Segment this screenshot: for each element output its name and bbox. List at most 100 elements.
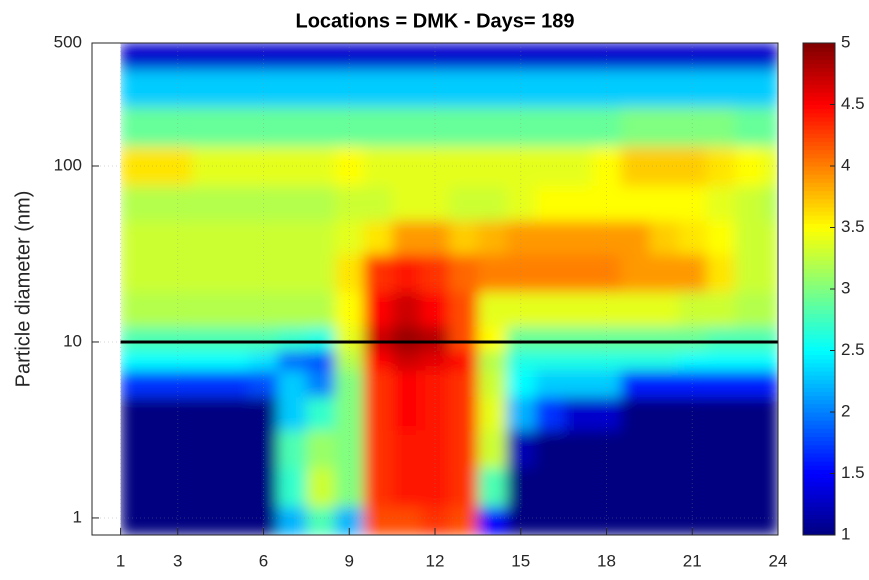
heatmap-cell xyxy=(134,69,165,107)
heatmap-cell xyxy=(306,69,336,107)
heatmap-cell xyxy=(163,467,193,508)
heatmap-cell xyxy=(306,43,336,70)
heatmap-cell xyxy=(363,253,393,293)
heatmap-cell xyxy=(620,396,650,431)
heatmap-cell xyxy=(306,145,336,187)
heatmap-cell xyxy=(192,185,222,222)
heatmap-cell xyxy=(763,185,779,222)
heatmap-cell xyxy=(134,429,165,469)
heatmap-cell xyxy=(163,145,193,187)
heatmap-cell xyxy=(535,43,565,70)
heatmap-cell xyxy=(449,429,479,469)
heatmap-cell xyxy=(506,69,536,107)
heatmap-cell xyxy=(192,429,222,469)
colorbar-segment xyxy=(803,75,835,81)
heatmap-cell xyxy=(249,106,279,147)
heatmap-cell xyxy=(535,185,565,222)
heatmap-cell xyxy=(449,69,479,107)
heatmap-cell xyxy=(592,350,622,371)
colorbar-segment xyxy=(803,473,835,479)
heatmap-cell xyxy=(477,145,508,187)
heatmap-cell xyxy=(134,145,165,187)
colorbar-segment xyxy=(803,125,835,130)
colorbar-segment xyxy=(803,448,835,454)
heatmap-cell xyxy=(677,43,708,70)
colorbar-segment xyxy=(803,149,835,155)
heatmap-cell xyxy=(506,220,536,255)
heatmap-cell xyxy=(535,220,565,255)
heatmap-cell xyxy=(363,506,393,535)
heatmap-cell xyxy=(677,69,708,107)
heatmap-cell xyxy=(306,350,336,371)
heatmap-cell xyxy=(249,326,279,352)
heatmap-cell xyxy=(420,396,450,431)
heatmap-cell xyxy=(649,145,679,187)
colorbar-segment xyxy=(803,428,835,433)
heatmap-cell xyxy=(220,69,250,107)
heatmap-cell xyxy=(220,467,250,508)
colorbar-segment xyxy=(803,440,835,446)
heatmap-cell xyxy=(535,106,565,147)
heatmap-cell xyxy=(334,291,365,328)
heatmap-cell xyxy=(306,326,336,352)
heatmap-cell xyxy=(563,429,593,469)
heatmap-cell xyxy=(220,106,250,147)
heatmap-cell xyxy=(120,429,136,469)
heatmap-cell xyxy=(249,396,279,431)
colorbar-tick-label: 2 xyxy=(841,401,850,420)
heatmap-cell xyxy=(220,253,250,293)
heatmap-cell xyxy=(620,506,650,535)
colorbar-segment xyxy=(803,84,835,89)
heatmap-cell xyxy=(306,396,336,431)
heatmap-cell xyxy=(706,69,736,107)
colorbar-segment xyxy=(803,227,835,233)
colorbar-segment xyxy=(803,256,835,261)
heatmap-cell xyxy=(363,220,393,255)
heatmap-cell xyxy=(363,350,393,371)
colorbar-segment xyxy=(803,207,835,212)
heatmap-cell xyxy=(392,326,422,352)
heatmap-cell xyxy=(477,429,508,469)
colorbar-segment xyxy=(803,166,835,171)
heatmap-cell xyxy=(277,506,307,535)
heatmap-cell xyxy=(120,370,136,398)
y-tick-label: 500 xyxy=(54,32,82,51)
heatmap-cell xyxy=(677,106,708,147)
heatmap-cell xyxy=(563,106,593,147)
heatmap-cell xyxy=(392,69,422,107)
heatmap-cell xyxy=(220,291,250,328)
heatmap-cell xyxy=(592,145,622,187)
heatmap-cell xyxy=(277,291,307,328)
heatmap-cell xyxy=(563,185,593,222)
heatmap-cell xyxy=(706,291,736,328)
heatmap-cell xyxy=(249,43,279,70)
heatmap-cell xyxy=(649,350,679,371)
heatmap-cell xyxy=(420,220,450,255)
heatmap-cell xyxy=(592,326,622,352)
colorbar-segment xyxy=(803,178,835,183)
heatmap-cell xyxy=(220,43,250,70)
heatmap-cell xyxy=(192,220,222,255)
colorbar-segment xyxy=(803,346,835,351)
heatmap-cell xyxy=(477,106,508,147)
colorbar-segment xyxy=(803,211,835,216)
heatmap-cell xyxy=(706,326,736,352)
heatmap-cell xyxy=(735,69,765,107)
heatmap-cell xyxy=(735,396,765,431)
heatmap-cell xyxy=(506,370,536,398)
heatmap-cell xyxy=(192,106,222,147)
heatmap-cell xyxy=(735,326,765,352)
colorbar-segment xyxy=(803,403,835,409)
heatmap-cell xyxy=(763,145,779,187)
heatmap-cell xyxy=(449,467,479,508)
colorbar-segment xyxy=(803,116,835,122)
colorbar-segment xyxy=(803,498,835,503)
heatmap-cell xyxy=(535,326,565,352)
heatmap-cell xyxy=(563,253,593,293)
heatmap-cell xyxy=(449,106,479,147)
heatmap-cell xyxy=(220,145,250,187)
heatmap-cell xyxy=(363,396,393,431)
heatmap-cell xyxy=(763,69,779,107)
heatmap-cell xyxy=(706,350,736,371)
heatmap-cell xyxy=(392,506,422,535)
